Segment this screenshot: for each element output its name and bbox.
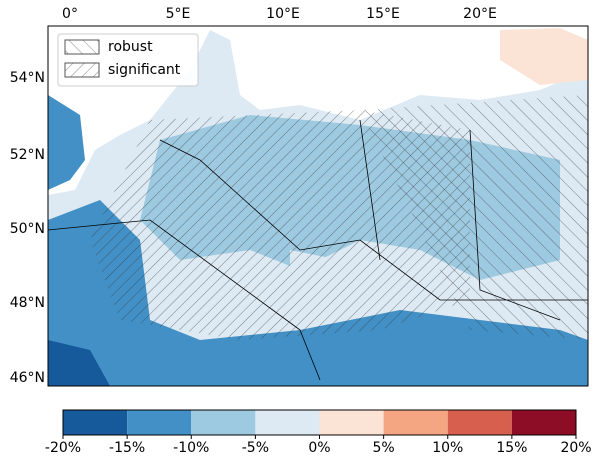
hatch-significant: [90, 110, 470, 340]
colorbar-segment: [383, 410, 448, 435]
colorbar: -20% -15% -10% -5% 0% 5% 10% 15% 20%: [45, 409, 592, 456]
lat-label: 50°N: [10, 221, 45, 237]
lat-label: 46°N: [10, 370, 45, 386]
region-dark: [48, 340, 110, 386]
lon-label: 15°E: [366, 6, 400, 22]
colorbar-tick-label: -15%: [109, 440, 145, 456]
region-positive: [500, 28, 588, 85]
colorbar-tick-label: 10%: [432, 440, 463, 456]
colorbar-tick-label: 20%: [560, 440, 591, 456]
region-south: [48, 200, 588, 386]
hatch-robust: [360, 95, 588, 340]
legend-label: robust: [108, 39, 153, 55]
map-area: [48, 26, 588, 386]
map-frame: [47, 25, 589, 387]
colorbar-tick-label: 5%: [373, 440, 395, 456]
lon-label: 5°E: [166, 6, 191, 22]
axis-labels: 0° 5°E 10°E 15°E 20°E 54°N 52°N 50°N 48°N 46°N: [10, 6, 497, 386]
uk: [48, 95, 85, 190]
lon-label: 0°: [62, 6, 78, 22]
legend-swatch: [64, 62, 100, 78]
legend: robust significant: [57, 33, 199, 87]
colorbar-segment: [63, 410, 128, 435]
lon-label: 20°E: [463, 6, 497, 22]
colorbar-segment: [447, 410, 512, 435]
borders: [48, 119, 588, 381]
legend-label: significant: [108, 62, 181, 78]
colorbar-tick-label: 0%: [308, 440, 330, 456]
lat-label: 54°N: [10, 70, 45, 86]
colorbar-segment: [511, 410, 576, 435]
colorbar-segment: [255, 410, 320, 435]
colorbar-segment: [127, 410, 192, 435]
legend-swatch: [64, 39, 100, 55]
colorbar-tick-label: -10%: [173, 440, 209, 456]
colorbar-tick-label: -5%: [242, 440, 269, 456]
lat-label: 48°N: [10, 295, 45, 311]
colorbar-tick-label: 15%: [496, 440, 527, 456]
lat-label: 52°N: [10, 147, 45, 163]
colorbar-tick-label: -20%: [45, 440, 81, 456]
colorbar-segment: [191, 410, 256, 435]
lon-label: 10°E: [266, 6, 300, 22]
colorbar-segment: [319, 410, 384, 435]
